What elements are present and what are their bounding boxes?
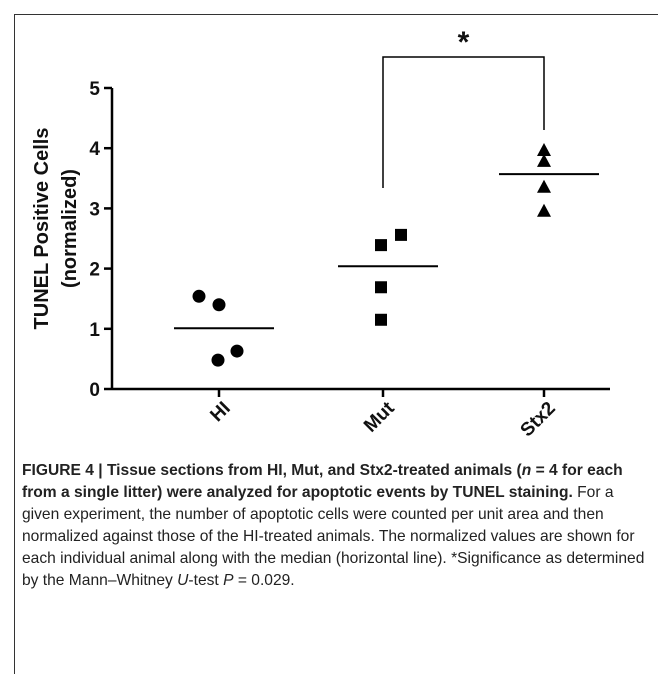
data-point: [537, 203, 551, 217]
data-point: [395, 228, 407, 241]
data-point: [537, 153, 551, 167]
caption-text: FIGURE 4 | Tissue sections from HI, Mut,…: [22, 462, 522, 479]
data-point: [212, 298, 226, 312]
x-tick-label: Mut: [360, 397, 399, 436]
data-point: [375, 313, 387, 326]
y-tick-label: 2: [89, 260, 100, 281]
y-tick-label: 5: [89, 79, 100, 100]
y-tick-label: 3: [89, 199, 100, 220]
caption-text: For a given experiment, the number of ap…: [22, 484, 645, 589]
significance-star: *: [458, 26, 470, 59]
caption: FIGURE 4 | Tissue sections from HI, Mut,…: [22, 460, 648, 592]
caption-text: U: [177, 572, 189, 589]
frame: [14, 14, 658, 674]
caption-text: n: [521, 462, 532, 479]
caption-text: -test: [188, 572, 224, 589]
chart: 0 1 2 3 4 5 TUNEL Positive Cells (normalized) HI…: [31, 26, 610, 441]
data-point: [537, 143, 551, 157]
y-tick-label: 0: [89, 380, 100, 401]
caption-text: P: [223, 572, 234, 589]
y-tick-label: 4: [89, 139, 100, 160]
data-point: [211, 353, 225, 367]
data-point: [537, 179, 551, 193]
y-axis-label: (normalized): [59, 169, 81, 288]
data-point: [375, 239, 387, 252]
significance-bracket: [382, 56, 545, 188]
data-point: [192, 289, 206, 303]
x-tick-label: Stx2: [517, 398, 560, 441]
data-point: [375, 281, 387, 294]
y-tick-label: 1: [89, 320, 100, 341]
x-tick-label: HI: [206, 398, 234, 426]
y-axis-label: TUNEL Positive Cells: [31, 128, 53, 330]
caption-text: = 4 for each from a single litter) were …: [22, 462, 623, 501]
data-point: [230, 344, 244, 358]
caption-text: = 0.029.: [233, 572, 295, 589]
